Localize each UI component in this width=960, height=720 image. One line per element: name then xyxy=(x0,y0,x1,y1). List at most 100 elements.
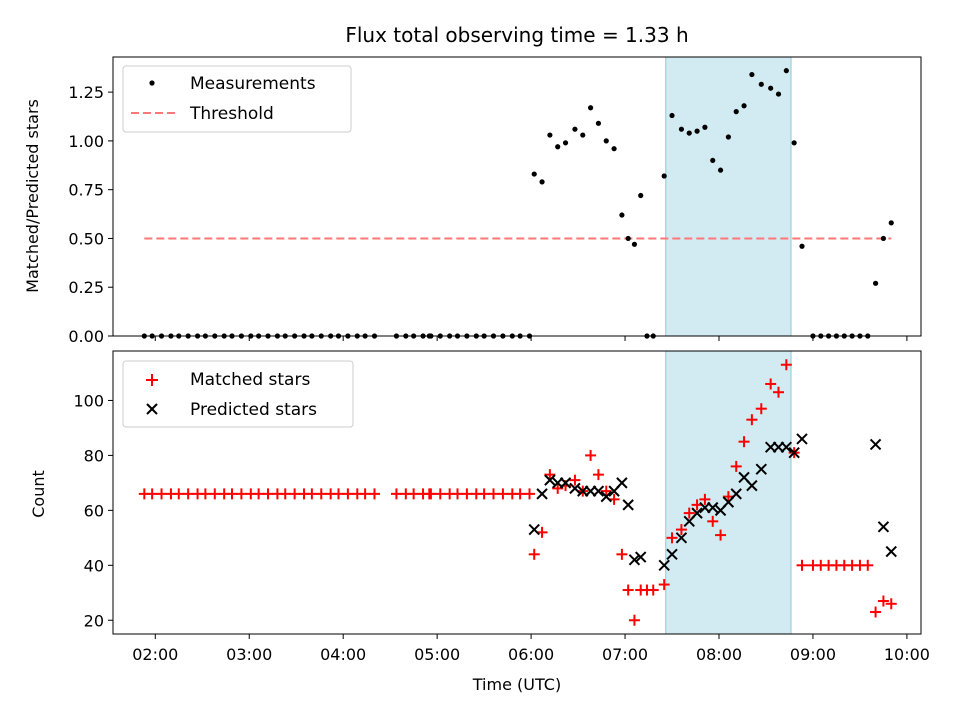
legend-threshold-label: Threshold xyxy=(189,104,274,124)
bottom-ylabel: Count xyxy=(29,470,48,518)
matched-star-point xyxy=(658,579,670,591)
matched-star-point xyxy=(497,488,509,500)
predicted-star-point xyxy=(877,521,890,533)
matched-star-point xyxy=(569,474,581,486)
bottom-legend: Matched stars Predicted stars xyxy=(122,360,354,428)
legend-matched-label: Matched stars xyxy=(190,370,310,390)
matched-star-point xyxy=(262,488,274,500)
predicted-star-point xyxy=(796,433,808,445)
bottom-xtick-label: 08:00 xyxy=(696,645,742,664)
measurement-point xyxy=(872,280,879,286)
predicted-star-point xyxy=(600,490,612,503)
measurement-point xyxy=(669,112,675,119)
matched-star-point xyxy=(173,488,185,500)
matched-star-point xyxy=(691,499,703,511)
legend-matched-marker xyxy=(146,374,158,386)
matched-star-point xyxy=(738,436,750,448)
predicted-star-point xyxy=(666,548,678,561)
top-legend: Measurements Threshold xyxy=(122,65,352,133)
bottom-ytick-label: 100 xyxy=(73,391,104,410)
measurement-point xyxy=(625,235,631,242)
top-axes-frame xyxy=(112,56,922,337)
matched-star-point xyxy=(279,488,291,500)
matched-star-point xyxy=(666,532,678,544)
matched-star-point xyxy=(585,449,597,461)
matched-star-point xyxy=(765,378,777,390)
measurement-point xyxy=(562,140,569,146)
matched-star-point xyxy=(536,526,548,538)
matched-star-point xyxy=(683,507,695,519)
matched-star-point xyxy=(209,488,221,500)
predicted-star-point xyxy=(569,482,581,495)
measurement-point xyxy=(733,109,739,115)
matched-star-point xyxy=(862,559,874,571)
predicted-star-point xyxy=(528,523,540,536)
legend-predicted-marker xyxy=(146,403,158,415)
matched-star-point xyxy=(461,488,473,500)
bottom-axes-frame xyxy=(112,350,922,635)
top-ytick-label: 1.00 xyxy=(68,132,104,151)
top-ytick-label: 1.25 xyxy=(68,83,104,102)
matched-star-point xyxy=(226,488,238,500)
matched-star-point xyxy=(359,488,371,500)
measurement-point xyxy=(580,132,586,138)
predicted-star-point xyxy=(536,488,548,500)
measurement-point xyxy=(775,91,782,97)
matched-star-point xyxy=(675,524,687,536)
measurement-point xyxy=(603,138,609,144)
measurement-point xyxy=(686,130,692,136)
bottom-xtick-label: 09:00 xyxy=(790,645,836,664)
matched-star-point xyxy=(600,485,612,497)
bottom-ytick-label: 40 xyxy=(84,556,104,575)
matched-star-point xyxy=(524,488,536,500)
measurement-point xyxy=(741,103,747,109)
measurement-point xyxy=(717,167,724,173)
bottom-xtick-label: 05:00 xyxy=(414,645,460,664)
bottom-xtick-label: 03:00 xyxy=(226,645,272,664)
matched-star-point xyxy=(514,488,526,500)
matched-star-point xyxy=(408,488,420,500)
matched-star-point xyxy=(146,488,158,500)
matched-star-point xyxy=(390,488,402,500)
predicted-star-point xyxy=(869,438,882,451)
measurement-point xyxy=(758,81,764,87)
top-ytick-label: 0.25 xyxy=(68,278,104,297)
matched-star-point xyxy=(332,488,344,500)
bottom-xtick-label: 02:00 xyxy=(132,645,178,664)
top-ytick-label: 0.50 xyxy=(68,229,104,248)
predicted-star-point xyxy=(780,441,793,453)
matched-star-point xyxy=(870,606,882,618)
predicted-star-point xyxy=(675,532,688,544)
matched-star-point xyxy=(877,595,889,607)
matched-star-point xyxy=(796,559,808,571)
measurement-point xyxy=(611,146,617,152)
matched-star-point xyxy=(707,515,719,527)
top-ytick-label: 0.00 xyxy=(68,327,104,346)
bottom-ytick-label: 20 xyxy=(84,611,104,630)
measurement-point xyxy=(791,140,797,146)
measurement-point xyxy=(555,144,561,150)
predicted-star-point xyxy=(658,559,670,572)
matched-star-point xyxy=(773,386,785,398)
predicted-star-point xyxy=(628,554,641,566)
matched-star-point xyxy=(730,460,742,472)
matched-star-point xyxy=(488,488,500,500)
measurement-point xyxy=(702,124,708,130)
legend-predicted-label: Predicted stars xyxy=(190,400,317,420)
predicted-star-point xyxy=(746,479,758,492)
matched-star-point xyxy=(885,598,897,610)
predicted-star-point xyxy=(730,488,742,500)
matched-star-point xyxy=(315,488,327,500)
matched-star-point xyxy=(647,584,659,596)
matched-star-point xyxy=(182,488,194,500)
bottom-xtick-label: 10:00 xyxy=(884,645,930,664)
legend-measurements-marker xyxy=(149,80,155,86)
matched-star-point xyxy=(199,488,211,500)
matched-star-point xyxy=(628,614,640,626)
predicted-star-point xyxy=(634,551,647,563)
bottom-ytick-label: 80 xyxy=(84,446,104,465)
measurement-point xyxy=(587,105,594,111)
predicted-star-point xyxy=(755,463,767,475)
measurement-point xyxy=(619,212,625,218)
